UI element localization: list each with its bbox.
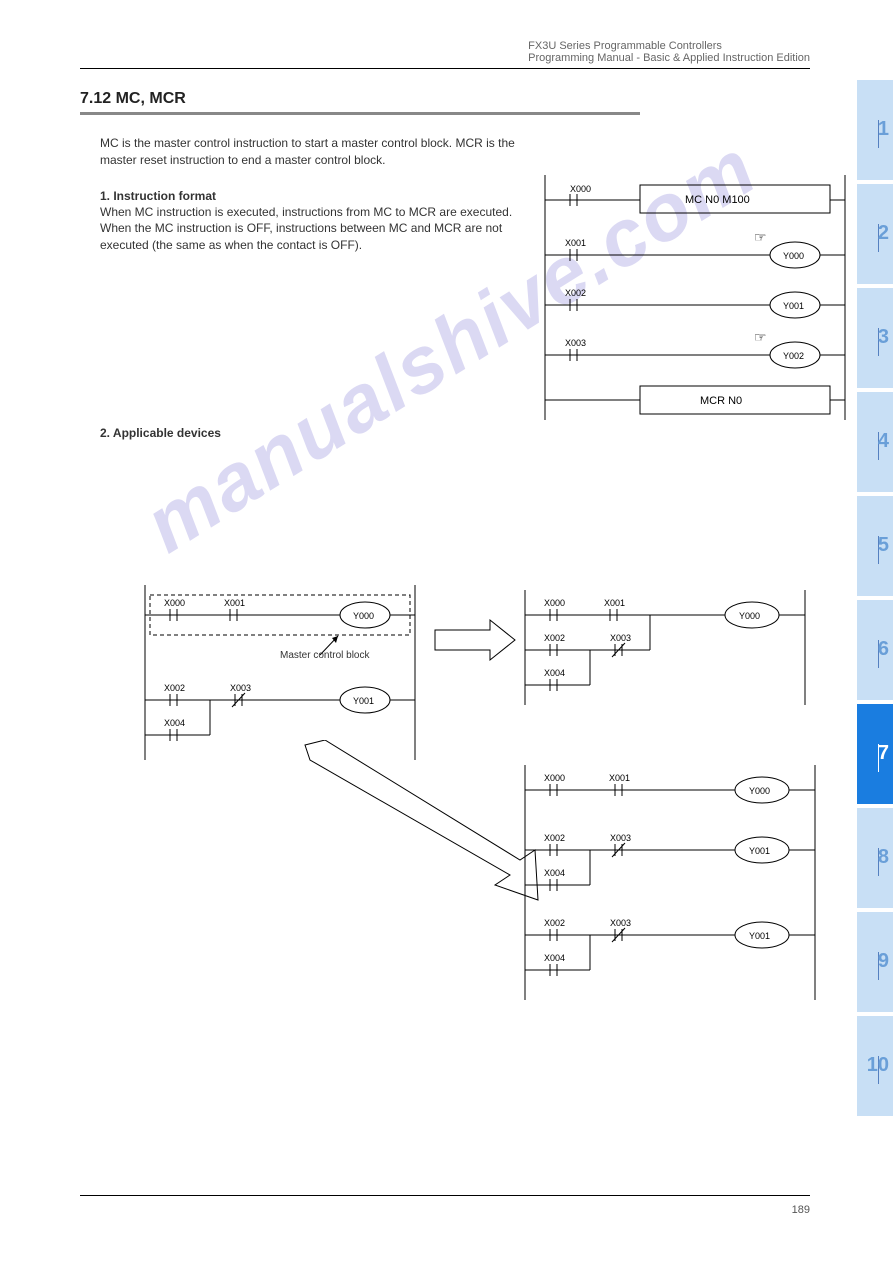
svg-text:X004: X004 [164,718,185,728]
arrow-down-right [300,740,550,915]
svg-text:Y001: Y001 [749,846,770,856]
rule-bottom [80,1195,810,1196]
svg-text:X003: X003 [230,683,251,693]
sidebar-tab-10[interactable]: 10 [857,1016,893,1116]
header-subtitle: Programming Manual - Basic & Applied Ins… [528,52,810,64]
svg-text:X001: X001 [224,598,245,608]
sidebar-tabs: 1 2 3 4 5 6 7 8 9 10 [857,80,893,1120]
svg-text:X004: X004 [544,868,565,878]
ladder-diagram-2-right-bottom: X000 X001 Y000 X002 X003 Y001 X004 X002 [520,760,820,1015]
header-title: FX3U Series Programmable Controllers [528,40,810,52]
svg-text:Y000: Y000 [353,611,374,621]
svg-text:X003: X003 [610,633,631,643]
ladder-diagram-2-right-top: X000 X001 Y000 X002 X003 X004 [520,585,810,720]
svg-text:X003: X003 [610,833,631,843]
svg-text:MC N0 M100: MC N0 M100 [685,194,750,206]
svg-text:Y002: Y002 [783,351,804,361]
svg-text:X000: X000 [570,184,591,194]
rule-top [80,68,810,69]
svg-text:X002: X002 [565,288,586,298]
page-content: FX3U Series Programmable Controllers Pro… [80,40,810,1220]
example-heading: 2. Applicable devices [100,425,540,441]
svg-text:X002: X002 [544,633,565,643]
svg-text:☞: ☞ [754,229,767,245]
sidebar-tab-8[interactable]: 8 [857,808,893,908]
svg-text:X001: X001 [604,598,625,608]
ladder-diagram-1: MC N0 M100 X000 X001 Y000 ☞ X002 Y001 X0… [540,170,850,435]
svg-text:MCR N0: MCR N0 [700,395,742,407]
svg-text:Y001: Y001 [783,301,804,311]
svg-text:X000: X000 [544,773,565,783]
svg-text:X002: X002 [164,683,185,693]
intro-text: MC is the master control instruction to … [100,135,520,169]
svg-text:X000: X000 [544,598,565,608]
svg-text:X004: X004 [544,953,565,963]
svg-text:X000: X000 [164,598,185,608]
footer-page-number: 189 [792,1204,810,1216]
outline-h: 1. Instruction format [100,189,216,203]
svg-text:Y000: Y000 [749,786,770,796]
sidebar-tab-7[interactable]: 7 [857,704,893,804]
svg-text:Y000: Y000 [783,251,804,261]
section-title: 7.12 MC, MCR [80,90,186,108]
svg-text:Y001: Y001 [353,696,374,706]
arrow-right [430,615,520,670]
sidebar-tab-9[interactable]: 9 [857,912,893,1012]
sidebar-tab-6[interactable]: 6 [857,600,893,700]
svg-text:X003: X003 [610,918,631,928]
svg-text:X003: X003 [565,338,586,348]
dashed-note: Master control block [280,650,369,661]
sidebar-tab-3[interactable]: 3 [857,288,893,388]
formats-heading: 1. Instruction format When MC instructio… [100,188,540,253]
sidebar-tab-1[interactable]: 1 [857,80,893,180]
svg-text:X001: X001 [609,773,630,783]
section-underline [80,112,640,115]
sidebar-tab-2[interactable]: 2 [857,184,893,284]
svg-text:X004: X004 [544,668,565,678]
svg-text:X002: X002 [544,833,565,843]
ex-h: 2. Applicable devices [100,426,221,440]
outline-body: When MC instruction is executed, instruc… [100,205,512,251]
svg-text:Y000: Y000 [739,611,760,621]
svg-text:X001: X001 [565,238,586,248]
sidebar-tab-4[interactable]: 4 [857,392,893,492]
header-info: FX3U Series Programmable Controllers Pro… [528,40,810,64]
svg-text:Y001: Y001 [749,931,770,941]
svg-text:☞: ☞ [754,329,767,345]
svg-text:X002: X002 [544,918,565,928]
sidebar-tab-5[interactable]: 5 [857,496,893,596]
